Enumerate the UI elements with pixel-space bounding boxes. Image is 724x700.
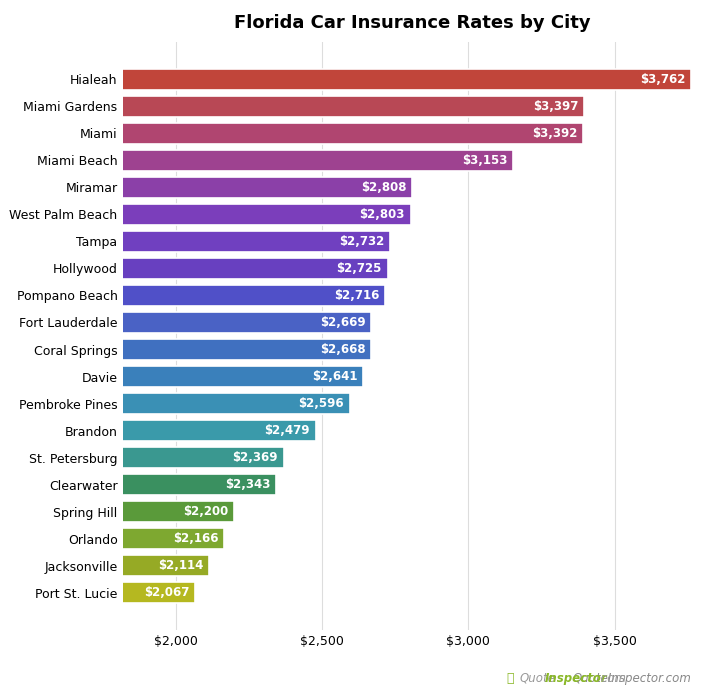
- Bar: [0, 555, 209, 576]
- Text: $2,641: $2,641: [312, 370, 358, 383]
- Text: $2,114: $2,114: [158, 559, 203, 572]
- Bar: [0, 501, 235, 522]
- Bar: [0, 258, 388, 279]
- Bar: [0, 96, 584, 117]
- Text: $2,808: $2,808: [361, 181, 406, 194]
- Text: .com: .com: [597, 671, 626, 685]
- Text: $3,397: $3,397: [533, 100, 578, 113]
- Bar: [0, 122, 583, 144]
- Text: $2,732: $2,732: [339, 235, 384, 248]
- Bar: [0, 177, 412, 198]
- Text: Inspector: Inspector: [544, 671, 607, 685]
- Text: $3,153: $3,153: [462, 154, 508, 167]
- Bar: [0, 528, 224, 550]
- Text: $2,596: $2,596: [298, 397, 344, 410]
- Text: QuoteInspector.com: QuoteInspector.com: [573, 671, 691, 685]
- Text: $2,166: $2,166: [173, 532, 219, 545]
- Text: $2,343: $2,343: [225, 478, 270, 491]
- Bar: [0, 231, 390, 252]
- Text: $2,067: $2,067: [144, 586, 190, 599]
- Bar: [0, 204, 411, 225]
- Bar: [0, 420, 316, 441]
- Text: $2,716: $2,716: [334, 289, 379, 302]
- Text: $2,803: $2,803: [359, 208, 405, 221]
- Bar: [0, 393, 350, 414]
- Text: $2,669: $2,669: [320, 316, 366, 329]
- Text: Ⓠ: Ⓠ: [507, 671, 514, 685]
- Bar: [0, 312, 371, 333]
- Bar: [0, 69, 691, 90]
- Bar: [0, 285, 385, 306]
- Text: $3,762: $3,762: [640, 73, 686, 86]
- Text: $2,200: $2,200: [183, 505, 228, 518]
- Bar: [0, 447, 284, 468]
- Title: Florida Car Insurance Rates by City: Florida Car Insurance Rates by City: [235, 14, 591, 32]
- Text: $2,369: $2,369: [232, 451, 278, 464]
- Bar: [0, 474, 276, 495]
- Text: $2,479: $2,479: [264, 424, 310, 437]
- Bar: [0, 150, 513, 171]
- Text: $2,668: $2,668: [320, 343, 366, 356]
- Text: Quote: Quote: [519, 671, 555, 685]
- Text: $2,725: $2,725: [337, 262, 382, 275]
- Text: $3,392: $3,392: [531, 127, 577, 140]
- Bar: [0, 582, 195, 603]
- Bar: [0, 366, 363, 387]
- Bar: [0, 339, 371, 360]
